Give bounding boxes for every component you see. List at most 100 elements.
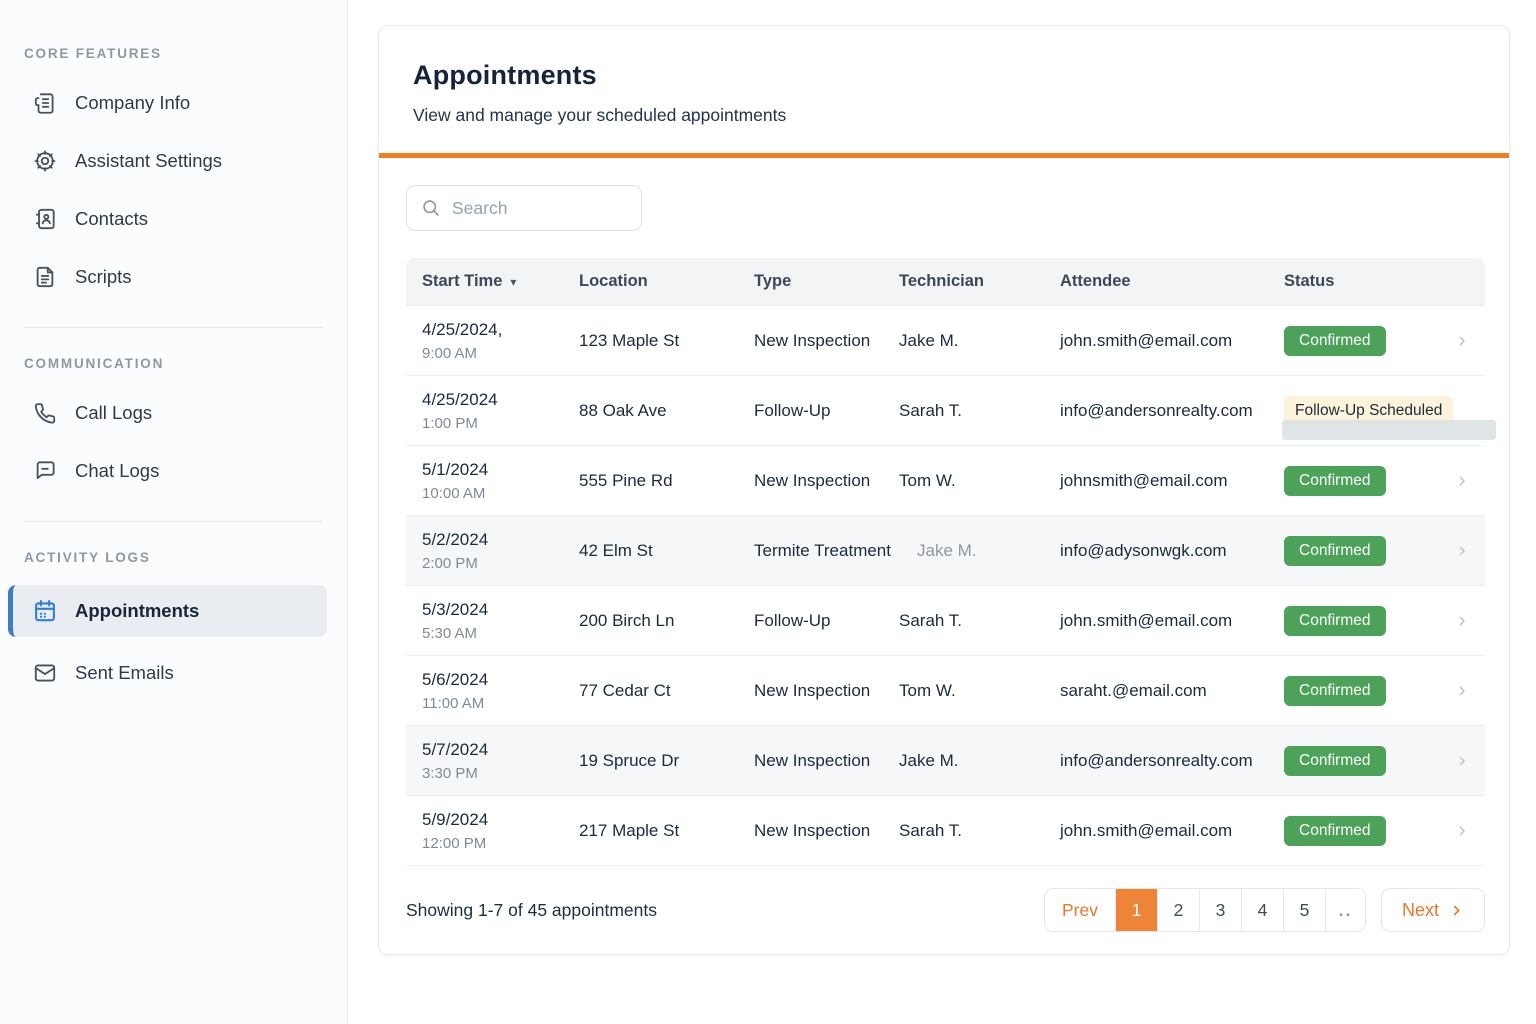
page-subtitle: View and manage your scheduled appointme… [413, 105, 787, 125]
cell-type: New Inspection [754, 820, 871, 840]
table-row[interactable]: 5/9/2024 12:00 PM 217 Maple St New Inspecti… [406, 796, 1485, 866]
sidebar-item-scripts[interactable]: Scripts [8, 255, 327, 299]
cell-attendee: john.smith@email.com [1060, 610, 1233, 630]
column-header-type: Type [754, 272, 792, 290]
accent-divider [379, 153, 1509, 158]
cell-technician: Sarah T. [899, 610, 963, 630]
cell-location: 555 Pine Rd [579, 470, 673, 490]
cell-start-time: 5/3/2024 5:30 AM [422, 600, 579, 642]
page-button-4[interactable]: 4 [1240, 889, 1283, 931]
appointment-date: 4/25/2024, [422, 319, 503, 339]
page-title: Appointments [413, 60, 597, 90]
cell-location: 217 Maple St [579, 820, 680, 840]
appointment-date: 5/6/2024 [422, 669, 489, 689]
chevron-right-icon[interactable] [1455, 333, 1469, 349]
cell-status: Confirmed [1284, 586, 1485, 655]
nav-section-label: CORE FEATURES [24, 46, 162, 61]
search-box[interactable] [406, 185, 642, 231]
cell-status: Confirmed [1284, 446, 1485, 515]
appointment-date: 5/7/2024 [422, 739, 489, 759]
appointment-date: 5/2/2024 [422, 529, 489, 549]
table-row[interactable]: 5/7/2024 3:30 PM 19 Spruce Dr New Inspectio… [406, 726, 1485, 796]
appointment-time: 1:00 PM [422, 414, 478, 432]
page-button-2[interactable]: 2 [1156, 889, 1199, 931]
sidebar-divider [24, 327, 323, 328]
prev-button[interactable]: Prev [1045, 889, 1115, 931]
cell-location: 19 Spruce Dr [579, 750, 680, 770]
cell-location: 123 Maple St [579, 330, 680, 350]
sidebar-item-company-info[interactable]: Company Info [8, 81, 327, 125]
sidebar-item-call-logs[interactable]: Call Logs [8, 391, 327, 435]
chevron-right-icon[interactable] [1455, 543, 1469, 559]
pagination-ellipsis: .. [1324, 889, 1365, 931]
sidebar-item-assistant-settings[interactable]: Assistant Settings [8, 139, 327, 183]
cell-start-time: 5/9/2024 12:00 PM [422, 810, 579, 852]
status-badge: Confirmed [1284, 325, 1386, 356]
table-row[interactable]: 5/3/2024 5:30 AM 200 Birch Ln Follow-Up Sara… [406, 586, 1485, 656]
page-button-1[interactable]: 1 [1114, 889, 1157, 931]
column-header-start-time[interactable]: Start Time ▾ [422, 272, 517, 290]
cell-status: Confirmed [1284, 796, 1485, 865]
pagination-group: Prev 1 2 3 4 5.. [1044, 888, 1366, 932]
status-badge: Confirmed [1284, 465, 1386, 496]
cell-attendee: saraht.@email.com [1060, 680, 1207, 700]
chevron-right-icon[interactable] [1455, 823, 1469, 839]
main-content: Appointments View and manage your schedu… [348, 0, 1536, 1024]
sidebar-item-contacts[interactable]: Contacts [8, 197, 327, 241]
status-badge: Confirmed [1284, 675, 1386, 706]
nav-section-label: ACTIVITY LOGS [24, 550, 151, 565]
sidebar-item-appointments[interactable]: Appointments [8, 585, 327, 637]
company-info-icon [32, 90, 58, 116]
gear-icon [32, 148, 58, 174]
chevron-right-icon[interactable] [1455, 753, 1469, 769]
cell-technician: Tom W. [899, 680, 956, 700]
sidebar-item-label: Chat Logs [75, 460, 160, 481]
cell-status: Confirmed [1284, 516, 1485, 585]
sidebar-item-sent-emails[interactable]: Sent Emails [8, 651, 327, 695]
cell-status: Confirmed [1284, 306, 1485, 375]
column-header-attendee: Attendee [1060, 272, 1131, 290]
cell-start-time: 5/1/2024 10:00 AM [422, 460, 579, 502]
cell-technician: Jake M. [917, 540, 977, 560]
sidebar-divider [24, 521, 323, 522]
table-row[interactable]: 5/1/2024 10:00 AM 555 Pine Rd New Inspectio… [406, 446, 1485, 516]
sidebar: CORE FEATURES Company Info Assistant Setti… [0, 0, 348, 1024]
table-row[interactable]: 4/25/2024 1:00 PM 88 Oak Ave Follow-Up Sarah… [406, 376, 1496, 446]
cell-status: Follow-Up Scheduled [1282, 376, 1496, 445]
table-row[interactable]: 5/2/2024 2:00 PM 42 Elm St Termite Treatmen… [406, 516, 1485, 586]
cell-attendee: info@andersonrealty.com [1060, 400, 1253, 420]
sidebar-item-label: Contacts [75, 208, 149, 229]
appointment-date: 4/25/2024 [422, 389, 498, 409]
appointment-date: 5/9/2024 [422, 809, 489, 829]
status-badge: Confirmed [1284, 815, 1386, 846]
sort-caret-icon[interactable]: ▾ [510, 275, 517, 289]
page-button-5[interactable]: 5 [1282, 889, 1325, 931]
chevron-right-icon[interactable] [1455, 473, 1469, 489]
sidebar-item-label: Appointments [75, 600, 200, 621]
page-button-3[interactable]: 3 [1198, 889, 1241, 931]
envelope-icon [32, 660, 58, 686]
cell-location: 77 Cedar Ct [579, 680, 671, 700]
sidebar-item-label: Assistant Settings [75, 150, 223, 171]
cell-technician: Tom W. [899, 470, 956, 490]
cell-status: Confirmed [1284, 726, 1485, 795]
cell-start-time: 4/25/2024, 9:00 AM [422, 320, 579, 362]
table-row[interactable]: 4/25/2024, 9:00 AM 123 Maple St New Inspect… [406, 306, 1485, 376]
status-badge: Confirmed [1284, 535, 1386, 566]
chevron-right-icon[interactable] [1455, 613, 1469, 629]
search-input[interactable] [452, 197, 627, 219]
cell-type: New Inspection [754, 470, 871, 490]
cell-attendee: info@adysonwgk.com [1060, 540, 1227, 560]
column-header-status: Status [1284, 272, 1335, 290]
cell-location: 200 Birch Ln [579, 610, 675, 630]
cell-technician: Sarah T. [899, 400, 963, 420]
status-badge: Confirmed [1284, 745, 1386, 776]
chevron-right-icon[interactable] [1455, 683, 1469, 699]
table-row[interactable]: 5/6/2024 11:00 AM 77 Cedar Ct New Inspectio… [406, 656, 1485, 726]
next-button[interactable]: Next [1380, 888, 1485, 932]
phone-icon [32, 400, 58, 426]
sidebar-item-chat-logs[interactable]: Chat Logs [8, 449, 327, 493]
cell-type: Follow-Up [754, 610, 831, 630]
calendar-icon [32, 598, 58, 624]
cell-location: 42 Elm St [579, 540, 653, 560]
